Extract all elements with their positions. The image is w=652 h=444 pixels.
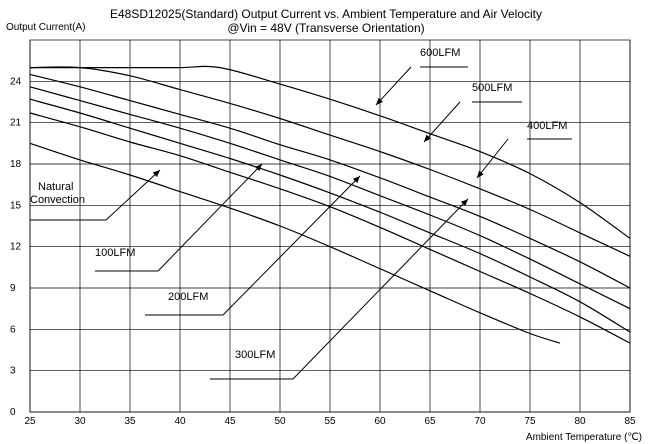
series-line-600lfm <box>30 65 631 239</box>
series-label-400lfm: 400LFM <box>527 120 567 132</box>
series-label-100lfm: 100LFM <box>95 247 135 259</box>
callout-leader <box>222 175 361 316</box>
y-tick-label: 18 <box>10 159 22 170</box>
callout-arrowhead <box>424 134 431 142</box>
callout-leader <box>157 163 263 272</box>
y-tick-label: 24 <box>10 76 22 87</box>
x-tick-label: 85 <box>624 416 636 427</box>
callout-leader <box>375 66 412 106</box>
x-tick-label: 60 <box>374 416 386 427</box>
x-tick-label: 40 <box>174 416 186 427</box>
series-line-400lfm <box>29 73 631 289</box>
series-label-200lfm: 200LFM <box>168 291 208 303</box>
series-line-300lfm <box>29 86 631 310</box>
callout-arrowhead <box>152 170 160 177</box>
series-label-500lfm: 500LFM <box>472 82 512 94</box>
callout-500lfm: 500LFM <box>423 82 522 143</box>
x-tick-label: 75 <box>524 416 536 427</box>
x-tick-label: 45 <box>224 416 236 427</box>
grid <box>29 39 631 413</box>
y-tick-label: 3 <box>10 366 16 377</box>
x-tick-label: 55 <box>324 416 336 427</box>
callout-arrowhead <box>352 176 360 184</box>
x-tick-label: 35 <box>124 416 136 427</box>
y-tick-label: 12 <box>10 242 22 253</box>
y-tick-label: 15 <box>10 200 22 211</box>
series-label-300lfm: 300LFM <box>235 349 275 361</box>
callout-arrowhead <box>254 164 262 172</box>
y-tick-label: 21 <box>10 118 22 129</box>
x-tick-label: 65 <box>424 416 436 427</box>
x-tick-label: 70 <box>474 416 486 427</box>
callout-400lfm: 400LFM <box>476 120 572 179</box>
x-axis-label: Ambient Temperature (℃) <box>526 432 642 443</box>
series-labels: Natural Convection 100LFM 200LFM 300LFM 400LF… <box>30 47 572 380</box>
series-label-natural-convection: Natural Convection <box>30 181 85 206</box>
x-tick-label: 80 <box>574 416 586 427</box>
series-line-200lfm <box>29 98 631 333</box>
y-tick-label: 6 <box>10 324 16 335</box>
chart-title-line2: @Vin = 48V (Transverse Orientation) <box>227 21 424 35</box>
callout-200lfm: 200LFM <box>145 175 361 316</box>
callout-600lfm: 600LFM <box>375 47 468 106</box>
callout-natural-convection: Natural Convection <box>30 169 161 221</box>
tick-labels: 25 30 35 40 45 50 55 60 65 70 75 80 85 0 3 6 9 12 15 18 21 24 <box>10 76 636 427</box>
series-line-natural-convection <box>29 142 561 344</box>
callout-arrowhead <box>460 199 468 207</box>
y-axis-label: Output Current(A) <box>6 22 85 33</box>
callout-leader <box>423 101 461 143</box>
callout-leader <box>105 169 161 221</box>
callout-300lfm: 300LFM <box>210 198 469 380</box>
callout-arrowhead <box>376 97 383 105</box>
x-tick-label: 30 <box>74 416 86 427</box>
series-line-500lfm <box>29 66 631 257</box>
y-tick-label: 9 <box>10 283 16 294</box>
x-tick-label: 50 <box>274 416 286 427</box>
callout-leader <box>476 138 509 179</box>
series-label-600lfm: 600LFM <box>420 47 460 59</box>
callout-100lfm: 100LFM <box>95 163 263 272</box>
x-tick-label: 25 <box>24 416 36 427</box>
chart-title-line1: E48SD12025(Standard) Output Current vs. … <box>110 7 542 21</box>
y-tick-label: 0 <box>10 407 16 418</box>
callout-leader <box>292 198 469 380</box>
callout-arrowhead <box>477 170 484 178</box>
